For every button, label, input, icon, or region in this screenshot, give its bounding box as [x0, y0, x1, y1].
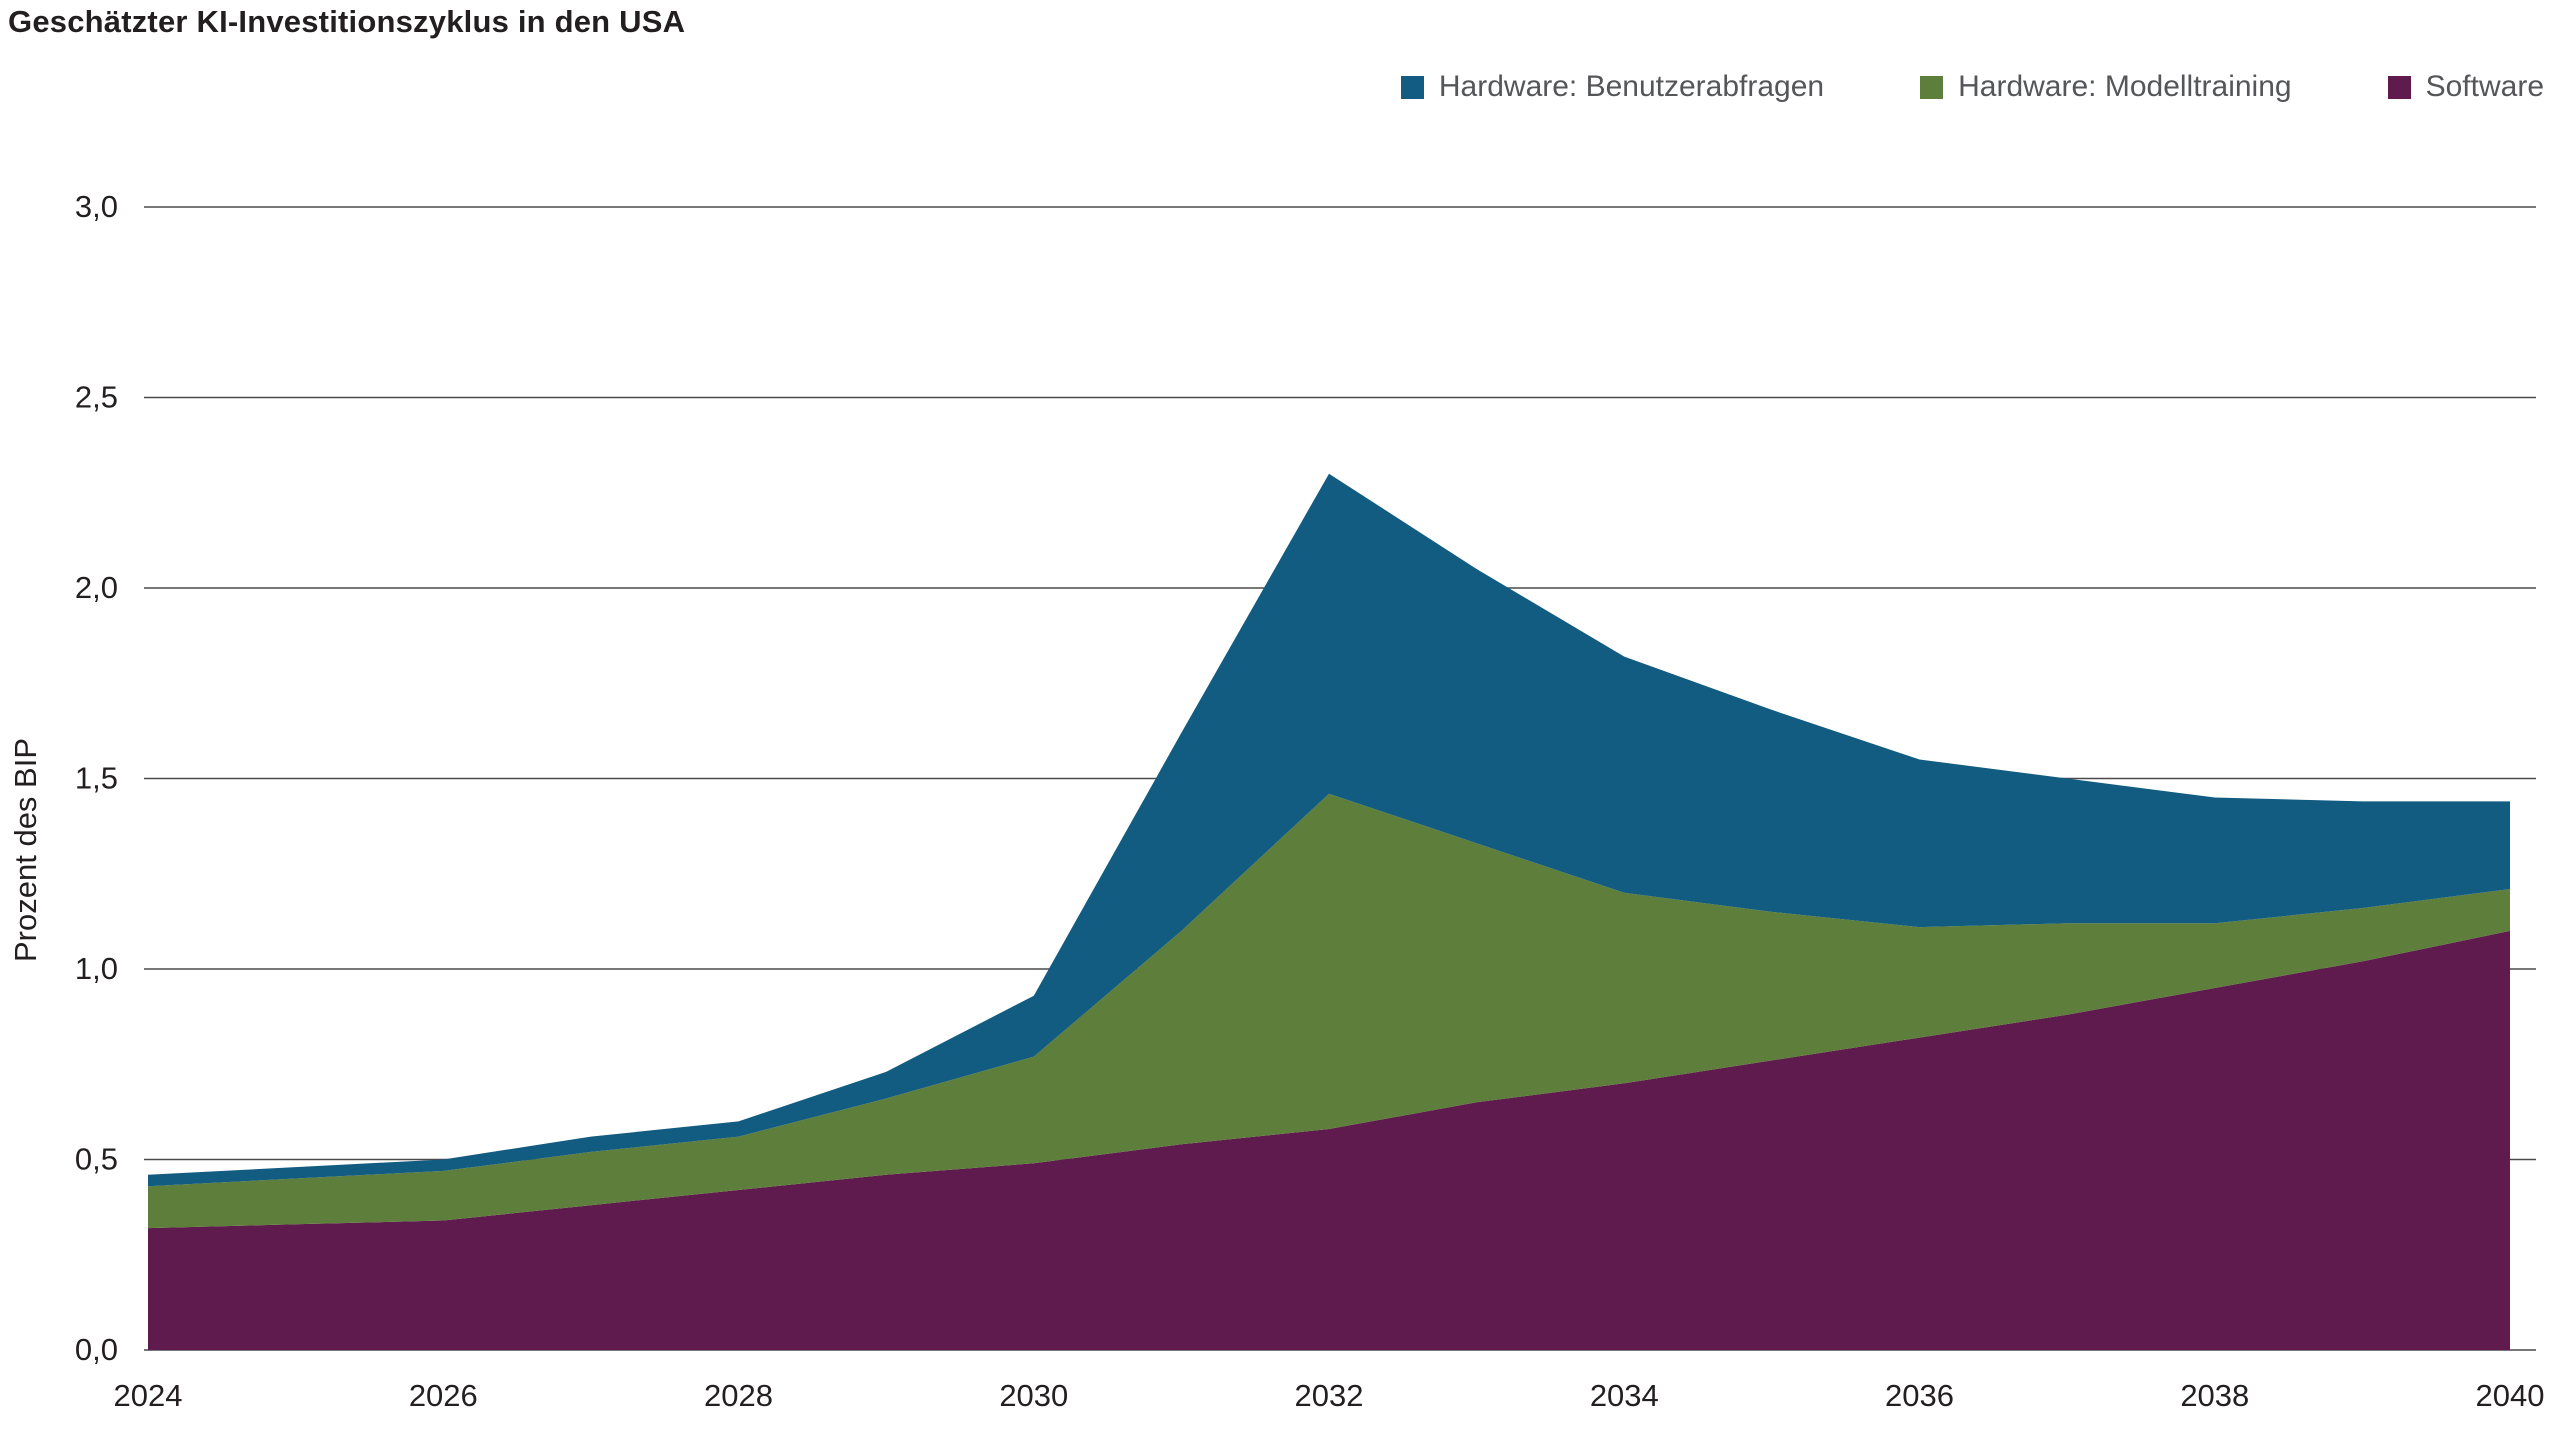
area-series-2 — [148, 473, 2510, 1187]
x-tick-label: 2038 — [2180, 1378, 2249, 1413]
y-tick-label: 0,0 — [75, 1332, 118, 1367]
area-series-0 — [148, 930, 2510, 1350]
area-series-1 — [148, 793, 2510, 1229]
x-tick-label: 2028 — [704, 1378, 773, 1413]
x-tick-label: 2030 — [999, 1378, 1068, 1413]
legend-swatch-icon — [1920, 75, 1944, 99]
y-axis-label: Prozent des BIP — [8, 738, 43, 962]
y-tick-label: 0,5 — [75, 1142, 118, 1177]
x-tick-label: 2026 — [409, 1378, 478, 1413]
y-tick-label: 1,0 — [75, 951, 118, 986]
y-tick-label: 1,5 — [75, 761, 118, 796]
y-tick-label: 2,0 — [75, 570, 118, 605]
legend-swatch-icon — [1400, 75, 1424, 99]
y-tick-label: 2,5 — [75, 380, 118, 415]
legend: Hardware: Benutzerabfragen Hardware: Mode… — [1400, 70, 2544, 104]
legend-item: Hardware: Benutzerabfragen — [1400, 70, 1825, 104]
legend-item: Software — [2387, 70, 2544, 104]
x-tick-label: 2036 — [1885, 1378, 1954, 1413]
legend-item: Hardware: Modelltraining — [1920, 70, 2292, 104]
legend-label: Hardware: Benutzerabfragen — [1438, 70, 1825, 103]
x-tick-label: 2024 — [114, 1378, 183, 1413]
x-tick-label: 2034 — [1590, 1378, 1659, 1413]
chart-title: Geschätzter KI-Investitionszyklus in den… — [8, 4, 686, 39]
legend-swatch-icon — [2387, 75, 2411, 99]
x-tick-label: 2032 — [1295, 1378, 1364, 1413]
x-tick-label: 2040 — [2476, 1378, 2545, 1413]
legend-label: Hardware: Modelltraining — [1958, 70, 2292, 103]
legend-label: Software — [2425, 70, 2544, 103]
y-tick-label: 3,0 — [75, 189, 118, 224]
